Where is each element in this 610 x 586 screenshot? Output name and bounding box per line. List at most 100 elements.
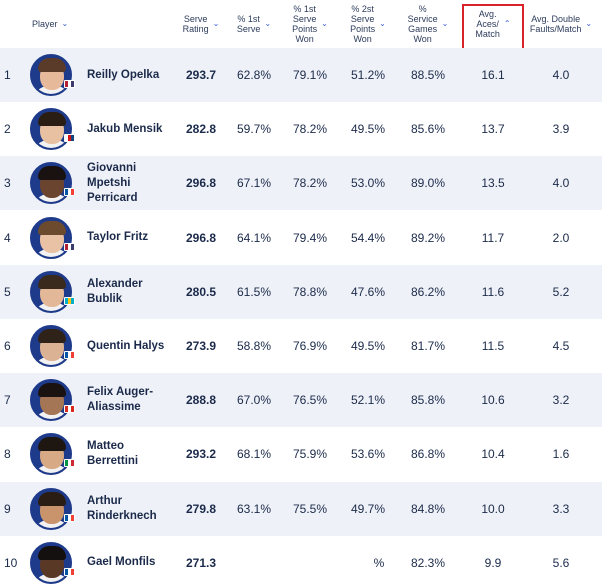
table-row[interactable]: 8 Matteo Berrettini 293.2 68.1% 75.9% 53.6% 86… (0, 427, 610, 481)
player-avatar[interactable] (30, 270, 75, 313)
scrollbar[interactable] (602, 0, 610, 586)
first-serve-cell: 61.5% (236, 284, 272, 299)
first-serve-cell: 68.1% (236, 447, 272, 462)
avatar-shoulders (34, 248, 70, 257)
first-serve-cell (228, 536, 280, 586)
table-row[interactable]: 2 Jakub Mensik 282.8 59.7% 78.2% 49.5% 85.6% 13… (0, 102, 610, 156)
player-avatar[interactable] (30, 216, 75, 259)
player-name-link[interactable]: Giovanni Mpetshi Perricard (87, 161, 138, 204)
serve-rating-cell: 280.5 (185, 284, 217, 299)
rank-cell: 9 (4, 501, 11, 516)
avg-double-faults-cell: 5.2 (552, 284, 570, 299)
player-avatar[interactable] (30, 54, 75, 96)
partial-obscured-text: % (373, 555, 385, 570)
first-serve-cell: 62.8% (236, 68, 272, 82)
country-flag-icon (64, 134, 75, 143)
table-row[interactable]: 7 Felix Auger-Aliassime 288.8 67.0% 76.5% 52.… (0, 373, 610, 428)
player-name-link[interactable]: Reilly Opelka (87, 68, 160, 81)
table-row[interactable]: 4 Taylor Fritz 296.8 64.1% 79.4% 54.4% 89.2% 11… (0, 211, 610, 265)
serve-rating-cell: 282.8 (185, 122, 217, 137)
second-serve-points-won-cell: 54.4% (350, 230, 386, 245)
chevron-down-icon: ⌄ (441, 19, 449, 28)
serve-rating-cell: 288.8 (185, 393, 217, 408)
player-name-link[interactable]: Arthur Rinderknech (87, 494, 157, 522)
player-name-link[interactable]: Felix Auger-Aliassime (87, 386, 154, 414)
player-avatar[interactable] (30, 108, 75, 151)
table-header: Player ⌄ Serve Rating ⌄ % 1st Serve ⌄ % 1st… (0, 0, 610, 50)
service-games-won-cell: 84.8% (410, 501, 446, 516)
service-games-won-cell: 89.2% (410, 230, 446, 245)
column-header-avg-double-faults[interactable]: Avg. Double Faults/Match ⌄ (529, 14, 593, 34)
first-serve-points-won-cell: 76.5% (292, 393, 328, 408)
player-name-link[interactable]: Taylor Fritz (87, 231, 149, 244)
avatar (30, 433, 72, 476)
service-games-won-cell: 85.6% (410, 122, 446, 137)
serve-rating-cell: 296.8 (185, 230, 217, 245)
player-name-link[interactable]: Alexander Bublik (87, 277, 143, 305)
avatar-shoulders (34, 357, 70, 365)
second-serve-points-won-cell: 52.1% (350, 393, 386, 408)
player-avatar[interactable] (30, 379, 75, 422)
player-avatar[interactable] (30, 433, 75, 476)
country-flag-icon (64, 567, 75, 576)
table-row[interactable]: 10 Gael Monfils 271.3 82.3% 9.9 5.6% (0, 536, 610, 586)
avatar-hair (38, 545, 66, 560)
chevron-up-icon: ⌃ (503, 19, 511, 28)
service-games-won-cell: 89.0% (410, 176, 446, 191)
avatar-hair (38, 112, 66, 127)
avg-double-faults-cell: 2.0 (552, 230, 570, 245)
table-row[interactable]: 5 Alexander Bublik 280.5 61.5% 78.8% 47.6% 86.… (0, 264, 610, 319)
table-row[interactable]: 6 Quentin Halys 273.9 58.8% 76.9% 49.5% 81.7% 1… (0, 319, 610, 373)
rank-cell: 2 (4, 122, 11, 137)
player-avatar[interactable] (30, 487, 75, 530)
country-flag-icon (64, 513, 75, 522)
country-flag-icon (64, 351, 75, 359)
service-games-won-cell: 81.7% (410, 339, 446, 353)
avg-double-faults-cell: 3.9 (552, 122, 570, 137)
serve-rating-cell: 293.7 (185, 68, 217, 82)
serve-rating-cell: 296.8 (185, 176, 217, 191)
column-header-first-serve-points-won[interactable]: % 1st Serve Points Won ⌄ (292, 4, 328, 44)
first-serve-points-won-cell: 75.9% (292, 447, 328, 462)
serve-rating-cell: 293.2 (185, 447, 217, 462)
service-games-won-cell: 85.8% (410, 393, 446, 408)
player-avatar[interactable] (30, 162, 75, 205)
first-serve-points-won-cell: 78.2% (292, 176, 328, 191)
avg-double-faults-cell: 4.0 (552, 68, 570, 82)
player-name-link[interactable]: Gael Monfils (87, 556, 156, 569)
player-name-link[interactable]: Jakub Mensik (87, 122, 163, 135)
chevron-down-icon: ⌄ (61, 19, 69, 28)
player-avatar[interactable] (30, 541, 75, 584)
column-header-avg-aces[interactable]: Avg. Aces/ Match ⌃ (475, 9, 511, 39)
player-name-link[interactable]: Matteo Berrettini (87, 440, 139, 468)
second-serve-points-won-cell: 49.5% (350, 339, 386, 353)
first-serve-points-won-cell: 78.2% (292, 122, 328, 137)
service-games-won-cell: 88.5% (410, 68, 446, 82)
avatar-hair (38, 437, 66, 452)
second-serve-points-won-cell: 53.6% (350, 447, 386, 462)
avatar-hair (38, 329, 66, 343)
table-row[interactable]: 1 Reilly Opelka 293.7 62.8% 79.1% 51.2% 88.5% 1… (0, 48, 610, 102)
avatar-hair (38, 58, 66, 72)
second-serve-points-won-cell: 53.0% (350, 176, 386, 191)
column-header-service-games-won[interactable]: % Service Games Won ⌄ (407, 4, 449, 44)
country-flag-icon (64, 242, 75, 251)
serve-rating-cell: 273.9 (185, 339, 217, 353)
column-header-serve-rating[interactable]: Serve Rating ⌄ (182, 14, 220, 34)
column-header-first-serve[interactable]: % 1st Serve ⌄ (236, 14, 272, 34)
avatar-shoulders (34, 140, 70, 149)
column-header-second-serve-points-won[interactable]: % 2st Serve Points Won ⌄ (350, 4, 386, 44)
player-avatar[interactable] (30, 325, 75, 367)
avatar-shoulders (34, 411, 70, 420)
avg-aces-cell: 10.6 (481, 393, 505, 408)
first-serve-cell: 64.1% (236, 230, 272, 245)
service-games-won-cell: 82.3% (410, 555, 446, 570)
column-header-player[interactable]: Player ⌄ (32, 19, 69, 29)
avatar-hair (38, 491, 66, 506)
table-row[interactable]: 3 Giovanni Mpetshi Perricard 296.8 67.1% 78.… (0, 156, 610, 211)
chevron-down-icon: ⌄ (585, 19, 593, 28)
avatar (30, 541, 72, 584)
avg-double-faults-cell: 4.0 (552, 176, 570, 191)
table-row[interactable]: 9 Arthur Rinderknech 279.8 63.1% 75.5% 49.7% 8… (0, 481, 610, 536)
player-name-link[interactable]: Quentin Halys (87, 339, 165, 352)
